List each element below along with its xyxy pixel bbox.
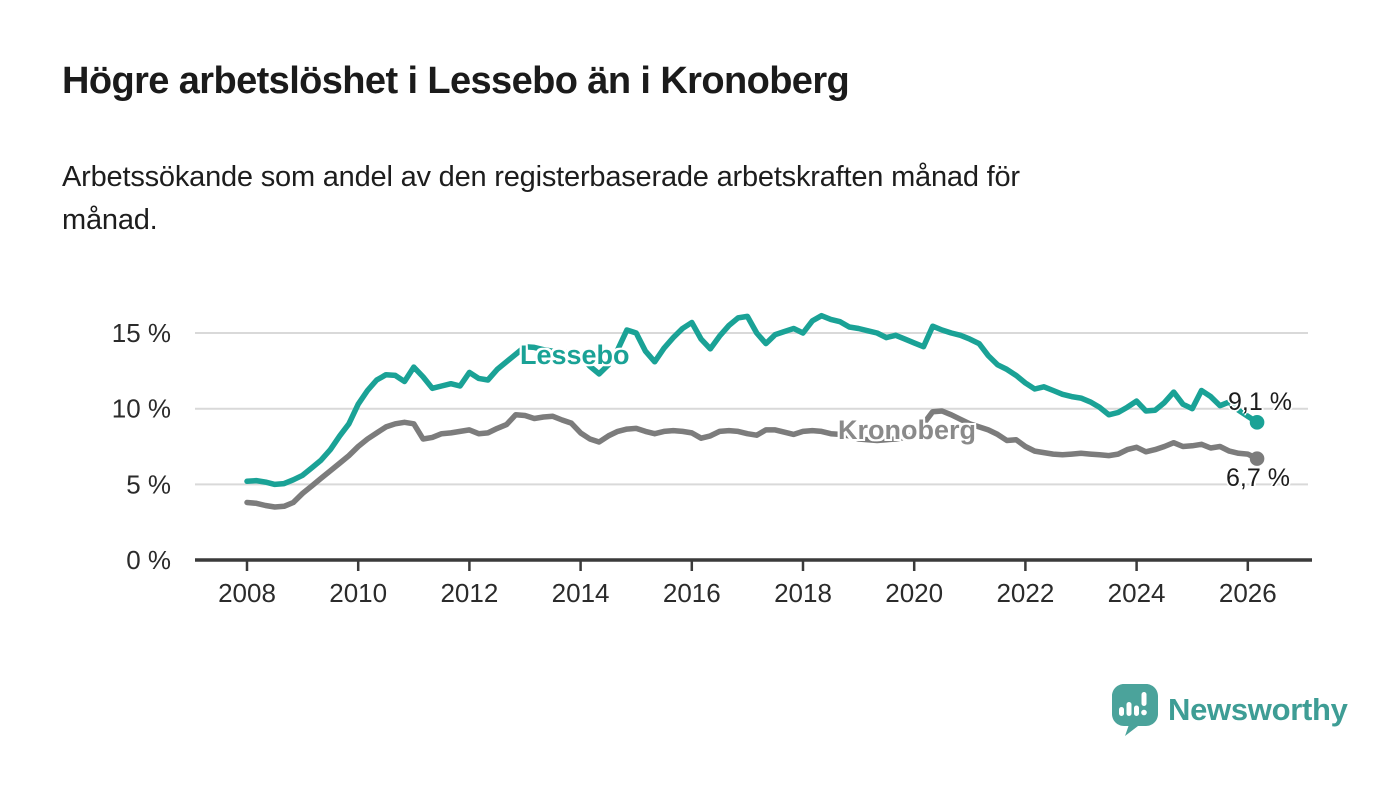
x-tick-label: 2018: [774, 578, 832, 608]
exclamation-dot-icon: [1141, 709, 1147, 716]
series-line: [244, 408, 1260, 510]
x-tick-label: 2012: [440, 578, 498, 608]
series-lessebo: [244, 312, 1265, 488]
exclamation-bar-icon: [1141, 692, 1147, 706]
series-label-kronoberg: Kronoberg: [838, 415, 976, 445]
series-kronoberg: [244, 408, 1265, 510]
series-end-dot: [1249, 415, 1265, 430]
x-tick-label: 2016: [663, 578, 721, 608]
bar-icon-1: [1119, 707, 1124, 716]
y-tick-label: 15 %: [112, 318, 171, 348]
series-label-lessebo: Lessebo: [520, 340, 630, 370]
y-tick-label: 0 %: [126, 545, 171, 575]
newsworthy-logo-icon: [1112, 684, 1158, 736]
end-value-label-kronoberg: 6,7 %: [1226, 464, 1290, 492]
newsworthy-logo[interactable]: Newsworthy: [1112, 684, 1348, 736]
x-tick-label: 2024: [1108, 578, 1166, 608]
x-axis: 2008 2010 2012 2014 2016 2018 2020 2022 2024 2026: [195, 558, 1312, 608]
chart-subtitle: Arbetssökande som andel av den registerb…: [62, 156, 1020, 242]
y-tick-label: 5 %: [126, 469, 171, 499]
page-title: Högre arbetslöshet i Lessebo än i Kronob…: [62, 60, 850, 102]
brand-name: Newsworthy: [1168, 692, 1348, 727]
x-tick-label: 2020: [885, 578, 943, 608]
x-tick-label: 2026: [1219, 578, 1277, 608]
x-tick-label: 2014: [552, 578, 610, 608]
subtitle-line-1: Arbetssökande som andel av den registerb…: [62, 161, 1020, 193]
x-tick-label: 2022: [996, 578, 1054, 608]
series-end-dot: [1249, 451, 1265, 466]
series-line: [244, 312, 1260, 488]
bar-icon-3: [1134, 705, 1139, 716]
bar-icon-2: [1126, 702, 1132, 716]
y-tick-label: 10 %: [112, 394, 171, 424]
x-tick-label: 2008: [218, 578, 276, 608]
y-axis: 0 % 5 % 10 % 15 %: [112, 318, 171, 575]
x-tick-label: 2010: [329, 578, 387, 608]
subtitle-line-2: månad.: [62, 204, 158, 236]
end-value-label-lessebo: 9,1 %: [1228, 388, 1292, 416]
